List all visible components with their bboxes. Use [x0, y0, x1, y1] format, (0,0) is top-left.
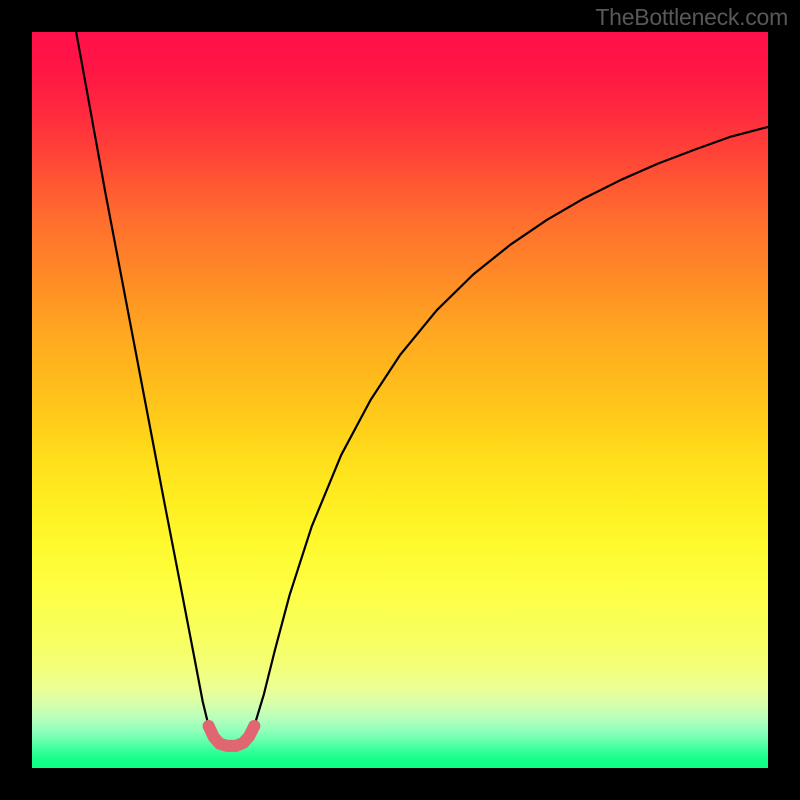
bottleneck-chart [0, 0, 800, 800]
optimum-marker-right-dot [248, 720, 260, 732]
watermark-text: TheBottleneck.com [595, 4, 788, 31]
optimum-marker-left-dot [203, 720, 215, 732]
plot-background [32, 32, 768, 768]
chart-container: TheBottleneck.com [0, 0, 800, 800]
